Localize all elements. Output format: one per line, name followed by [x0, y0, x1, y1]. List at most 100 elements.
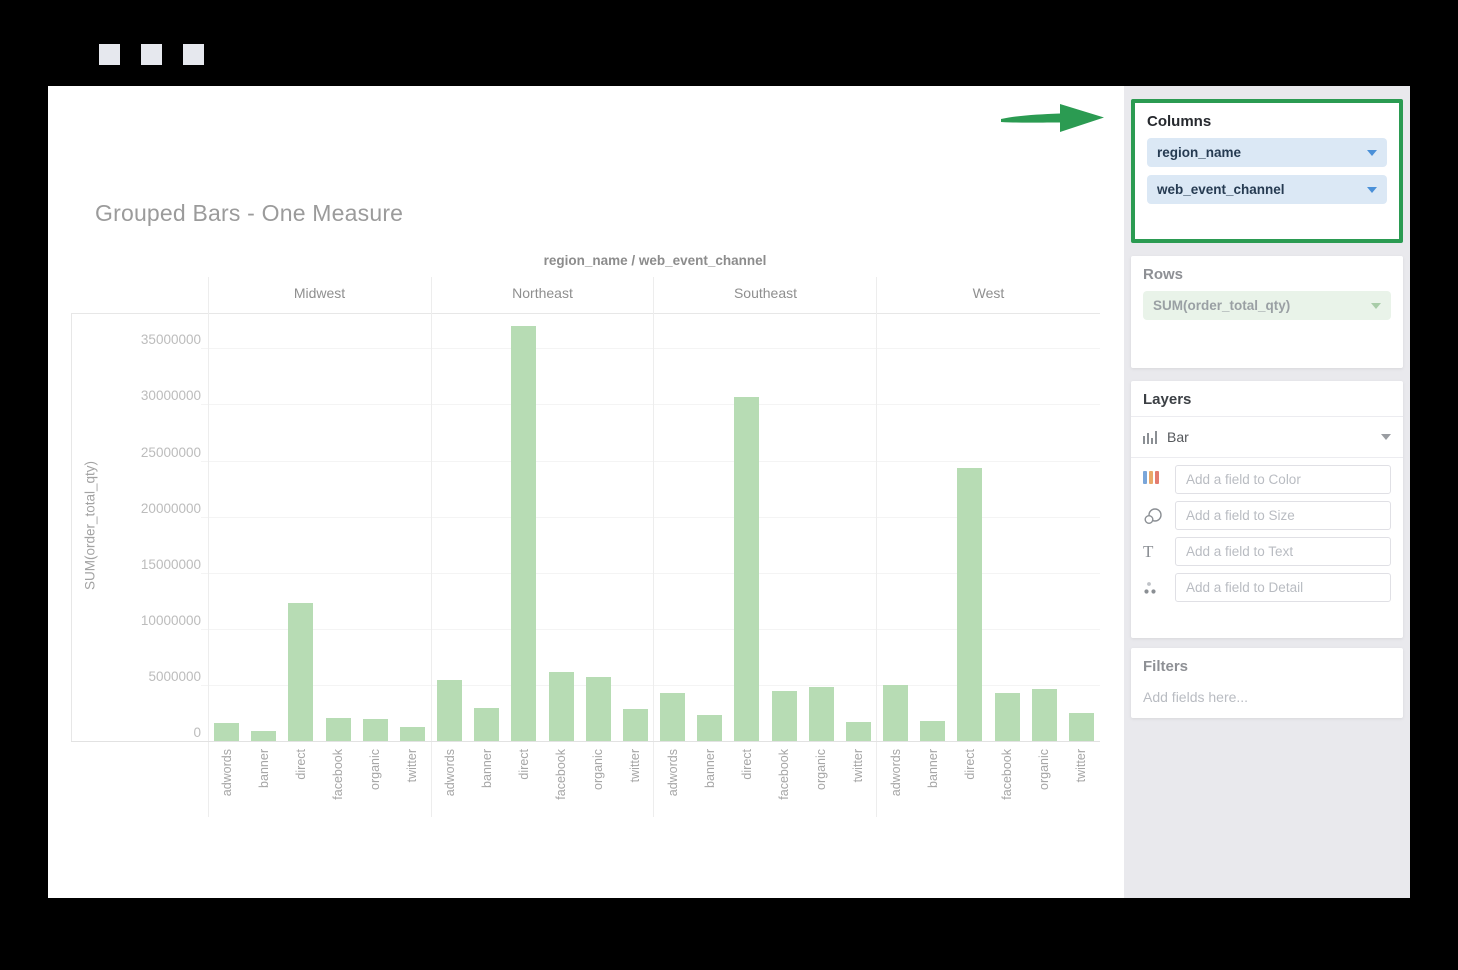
- bar-southeast-banner[interactable]: [697, 715, 723, 741]
- bar-southeast-facebook[interactable]: [771, 691, 797, 741]
- bar-midwest-twitter[interactable]: [399, 727, 425, 741]
- x-tick-slot: adwords: [654, 749, 691, 844]
- bar-slot: [951, 313, 988, 741]
- window-control-square-3[interactable]: [183, 44, 204, 65]
- x-tick-slot: direct: [505, 749, 542, 844]
- gridline: [201, 404, 1100, 406]
- field-pill-web-event-channel[interactable]: web_event_channel: [1147, 175, 1387, 204]
- bar-west-direct[interactable]: [957, 468, 983, 741]
- chevron-down-icon[interactable]: [1367, 186, 1377, 193]
- window-control-square-2[interactable]: [141, 44, 162, 65]
- add-a-field-to-text-input[interactable]: Add a field to Text: [1175, 537, 1391, 566]
- gridline: [201, 572, 1100, 574]
- bar-southeast-adwords[interactable]: [660, 693, 686, 741]
- x-tick-label: banner: [256, 749, 271, 788]
- chevron-down-icon[interactable]: [1367, 149, 1377, 156]
- add-a-field-to-size-input[interactable]: Add a field to Size: [1175, 501, 1391, 530]
- bar-west-banner[interactable]: [920, 721, 946, 741]
- x-tick-slot: facebook: [989, 749, 1026, 844]
- slot-placeholder: Add a field to Detail: [1186, 580, 1304, 595]
- bar-slot: [1026, 313, 1063, 741]
- bar-northeast-direct[interactable]: [511, 326, 537, 741]
- x-tick-slot: facebook: [320, 749, 357, 844]
- bar-northeast-adwords[interactable]: [437, 680, 463, 741]
- x-tick-slot: adwords: [208, 749, 245, 844]
- filters-panel-title: Filters: [1143, 658, 1189, 675]
- columns-panel: Columns region_name web_event_channel: [1131, 99, 1403, 243]
- bar-southeast-twitter[interactable]: [845, 722, 871, 741]
- bar-west-adwords[interactable]: [883, 685, 909, 741]
- x-tick-slot: banner: [691, 749, 728, 844]
- add-a-field-to-color-input[interactable]: Add a field to Color: [1175, 465, 1391, 494]
- bar-midwest-facebook[interactable]: [325, 718, 351, 741]
- chevron-down-icon[interactable]: [1371, 302, 1381, 309]
- add-a-field-to-detail-input[interactable]: Add a field to Detail: [1175, 573, 1391, 602]
- x-tick-slot: twitter: [394, 749, 431, 844]
- x-tick-label: adwords: [888, 749, 903, 797]
- group-separator: [208, 277, 209, 817]
- window-control-square-1[interactable]: [99, 44, 120, 65]
- x-tick-slot: organic: [803, 749, 840, 844]
- group-separator: [430, 277, 432, 817]
- group-label: Northeast: [512, 285, 573, 301]
- field-pill-sum-order-total-qty-[interactable]: SUM(order_total_qty): [1143, 291, 1391, 320]
- bar-northeast-organic[interactable]: [585, 677, 611, 741]
- x-tick-slot: organic: [1026, 749, 1063, 844]
- x-tick-label: twitter: [628, 749, 643, 783]
- bar-northeast-twitter[interactable]: [622, 709, 648, 741]
- y-tick-label: 5000000: [148, 668, 201, 684]
- x-tick-slot: facebook: [766, 749, 803, 844]
- rows-panel: Rows SUM(order_total_qty): [1131, 256, 1403, 368]
- field-sidebar: Columns region_name web_event_channel Row…: [1124, 86, 1410, 898]
- y-tick-label: 0: [193, 725, 201, 740]
- size-circles-icon: [1143, 507, 1167, 525]
- divider: [1131, 457, 1403, 458]
- x-tick-label: direct: [739, 749, 754, 780]
- bar-southeast-direct[interactable]: [734, 397, 760, 741]
- columns-panel-title: Columns: [1147, 113, 1212, 130]
- bar-slot: [208, 313, 245, 741]
- x-tick-slot: organic: [357, 749, 394, 844]
- bar-midwest-organic[interactable]: [362, 719, 388, 741]
- x-tick-label: banner: [479, 749, 494, 788]
- bar-slot: [728, 313, 765, 741]
- color-bars-icon: [1143, 470, 1167, 489]
- bar-northeast-banner[interactable]: [474, 708, 500, 741]
- y-tick-label: 35000000: [140, 332, 201, 348]
- bar-west-organic[interactable]: [1031, 689, 1057, 741]
- bar-slot: [803, 313, 840, 741]
- bar-midwest-adwords[interactable]: [214, 723, 240, 741]
- bar-northeast-facebook[interactable]: [548, 672, 574, 741]
- plot-frame-left: [71, 313, 72, 741]
- bar-group-west: West adwords banner direct facebook organic tw…: [877, 270, 1100, 846]
- bar-group-northeast: Northeast adwords banner direct facebook orga…: [431, 270, 654, 846]
- layers-panel: Layers Bar Add a field to Color Add a fie…: [1131, 381, 1403, 638]
- bar-midwest-banner[interactable]: [251, 731, 277, 741]
- x-tick-label: facebook: [554, 749, 569, 800]
- layer-type-label: Bar: [1167, 429, 1189, 445]
- x-tick-slot: adwords: [431, 749, 468, 844]
- y-tick-label: 30000000: [140, 388, 201, 404]
- bar-group-midwest: Midwest adwords banner direct facebook organi…: [208, 270, 431, 846]
- bar-west-twitter[interactable]: [1068, 713, 1094, 741]
- rows-panel-title: Rows: [1143, 266, 1184, 283]
- annotation-arrow-icon: [1001, 104, 1104, 132]
- slot-placeholder: Add a field to Size: [1186, 508, 1295, 523]
- y-tick-label: 25000000: [140, 444, 201, 460]
- x-tick-slot: facebook: [543, 749, 580, 844]
- bar-slot: [691, 313, 728, 741]
- bar-midwest-direct[interactable]: [288, 603, 314, 741]
- x-tick-label: twitter: [405, 749, 420, 783]
- bar-slot: [1063, 313, 1100, 741]
- layer-type-dropdown[interactable]: Bar: [1131, 417, 1403, 457]
- bar-slot: [877, 313, 914, 741]
- x-tick-slot: banner: [245, 749, 282, 844]
- filters-drop-area[interactable]: Add fields here...: [1143, 689, 1249, 705]
- y-tick-label: 15000000: [140, 556, 201, 572]
- bar-west-facebook[interactable]: [994, 693, 1020, 741]
- field-pill-region-name[interactable]: region_name: [1147, 138, 1387, 167]
- bar-slot: [357, 313, 394, 741]
- group-separator: [875, 277, 877, 817]
- bar-southeast-organic[interactable]: [808, 687, 834, 741]
